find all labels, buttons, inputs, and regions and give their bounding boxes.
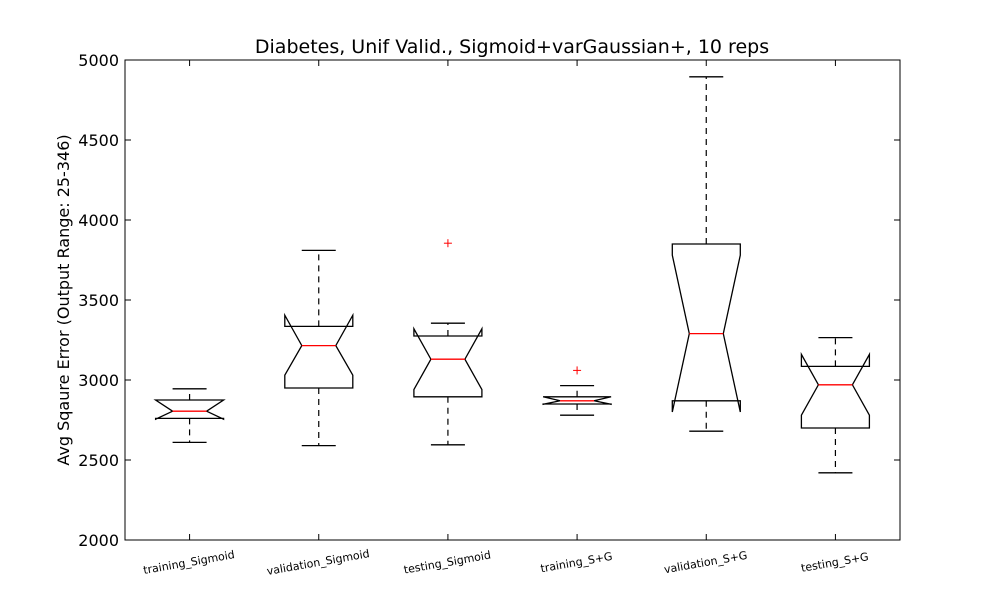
notched-box xyxy=(542,396,612,406)
y-tick-label: 3000 xyxy=(78,371,119,390)
y-tick-label: 4500 xyxy=(78,131,119,150)
y-ticks: 2000 2500 3000 3500 4000 4500 5000 xyxy=(78,51,900,550)
box-group-0 xyxy=(153,388,226,444)
notched-box xyxy=(153,399,226,421)
x-ticks: training_Sigmoid validation_Sigmoid testin… xyxy=(142,60,870,578)
box-group-2 xyxy=(413,239,483,446)
box-group-1 xyxy=(284,249,354,447)
x-tick-label: validation_Sigmoid xyxy=(266,547,371,578)
x-tick-label: validation_S+G xyxy=(663,549,748,576)
x-tick-label: testing_Sigmoid xyxy=(403,548,492,576)
y-tick-label: 4000 xyxy=(78,211,119,230)
box-group-3 xyxy=(542,366,612,416)
box-group-4 xyxy=(671,76,741,432)
y-tick-label: 5000 xyxy=(78,51,119,70)
outlier-point xyxy=(443,239,452,248)
y-tick-label: 3500 xyxy=(78,291,119,310)
plot-frame xyxy=(124,59,901,541)
x-tick-label: testing_S+G xyxy=(800,550,870,575)
outlier-point xyxy=(573,366,582,375)
x-tick-label: training_S+G xyxy=(539,550,613,575)
x-tick-label: training_Sigmoid xyxy=(142,548,235,577)
box-group-5 xyxy=(800,336,871,474)
notched-box xyxy=(413,326,483,398)
y-tick-label: 2500 xyxy=(78,451,119,470)
notched-box xyxy=(284,312,354,389)
y-tick-label: 2000 xyxy=(78,531,119,550)
chart-title: Diabetes, Unif Valid., Sigmoid+varGaussi… xyxy=(255,36,769,58)
notched-box xyxy=(800,351,871,429)
y-axis-label: Avg Sqaure Error (Output Range: 25-346) xyxy=(54,134,73,465)
notched-box xyxy=(671,243,741,413)
plot-marks xyxy=(153,76,871,474)
